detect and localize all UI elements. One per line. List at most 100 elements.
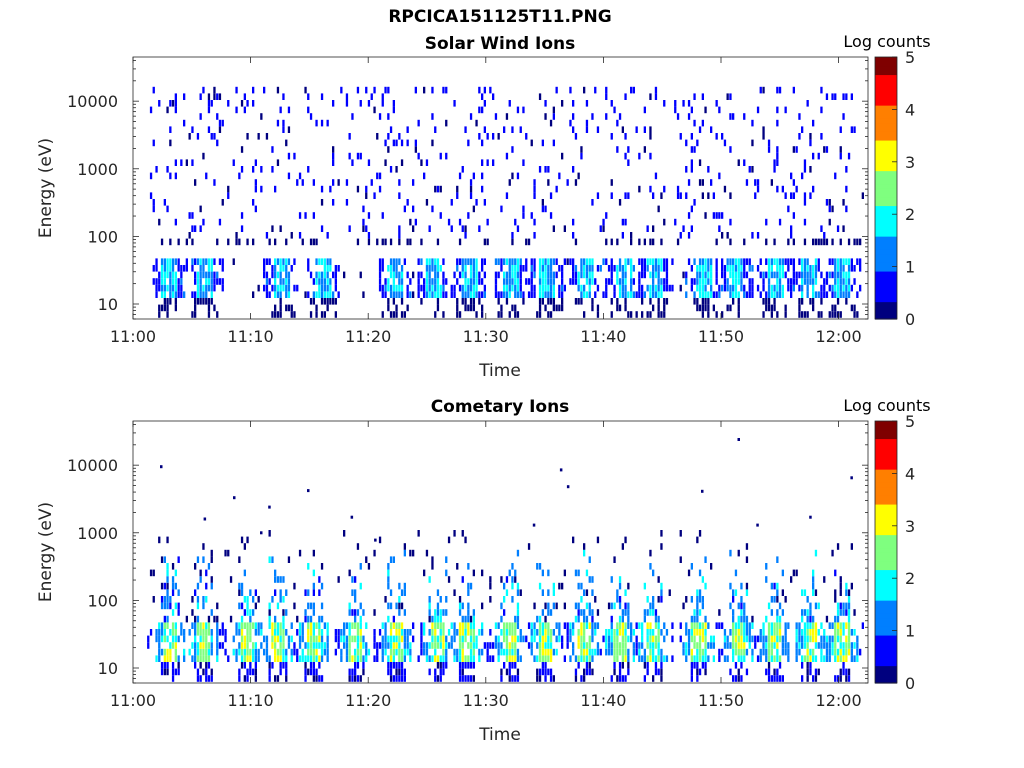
spectrogram-cell: [210, 100, 213, 107]
spectrogram-cell: [276, 311, 280, 318]
spectrogram-cell: [417, 271, 420, 279]
spectrogram-cell: [194, 179, 197, 186]
spectrogram-cell: [834, 291, 837, 298]
spectrogram-cell: [425, 648, 429, 656]
spectrogram-cell: [519, 635, 522, 643]
spectrogram-cell: [224, 549, 227, 557]
spectrogram-cell: [378, 172, 382, 180]
spectrogram-cell: [549, 119, 553, 127]
colorbar-segment: [875, 74, 897, 80]
spectrogram-cell: [227, 238, 230, 246]
spectrogram-cell: [767, 635, 771, 643]
spectrogram-cell: [469, 655, 473, 662]
spectrogram-cell: [381, 291, 384, 298]
spectrogram-cell: [762, 642, 765, 649]
spectrogram-cell: [428, 225, 431, 232]
spectrogram-cell: [823, 232, 826, 239]
spectrogram-cell: [285, 609, 288, 616]
spectrogram-cell: [431, 86, 434, 94]
spectrogram-cell: [356, 609, 360, 616]
spectrogram-cell: [373, 635, 376, 643]
spectrogram-cell: [516, 106, 520, 114]
spectrogram-cell: [481, 648, 484, 656]
spectrogram-cell: [243, 106, 246, 114]
spectrogram-cell: [657, 635, 660, 643]
spectrogram-cell: [500, 258, 503, 265]
spectrogram-cell: [279, 635, 282, 643]
spectrogram-cell: [776, 675, 779, 682]
spectrogram-cell: [734, 265, 738, 272]
spectrogram-cell: [585, 258, 589, 265]
spectrogram-cell: [759, 271, 762, 279]
spectrogram-cell: [348, 225, 351, 232]
spectrogram-cell: [246, 238, 249, 246]
spectrogram-cell: [696, 139, 699, 147]
colorbar-segment: [875, 521, 897, 527]
spectrogram-cell: [519, 629, 522, 636]
spectrogram-cell: [387, 146, 390, 153]
spectrogram-cell: [607, 265, 611, 272]
spectrogram-cell: [494, 258, 498, 265]
spectrogram-cell: [274, 615, 277, 623]
spectrogram-cell: [505, 642, 509, 649]
spectrogram-cell: [271, 146, 274, 153]
spectrogram-cell: [630, 238, 633, 246]
spectrogram-cell: [263, 271, 266, 279]
spectrogram-cell: [646, 635, 649, 643]
spectrogram-point: [374, 538, 377, 542]
spectrogram-cell: [467, 675, 470, 682]
colorbar-segment: [875, 161, 897, 167]
spectrogram-cell: [389, 238, 393, 246]
spectrogram-cell: [583, 629, 586, 636]
spectrogram-cell: [698, 291, 702, 298]
spectrogram-cell: [773, 304, 776, 312]
spectrogram-cell: [332, 199, 335, 206]
spectrogram-cell: [721, 258, 724, 265]
spectrogram-cell: [177, 668, 180, 676]
spectrogram-point: [701, 489, 704, 493]
spectrogram-cell: [191, 238, 194, 246]
spectrogram-cell: [660, 543, 663, 550]
spectrogram-cell: [194, 258, 197, 265]
spectrogram-cell: [334, 278, 337, 285]
spectrogram-cell: [698, 159, 702, 166]
spectrogram-cell: [464, 265, 467, 272]
spectrogram-cell: [378, 284, 382, 292]
spectrogram-cell: [773, 642, 776, 649]
spectrogram-cell: [743, 648, 746, 656]
spectrogram-cell: [577, 629, 580, 636]
spectrogram-cell: [583, 549, 586, 557]
spectrogram-cell: [734, 622, 738, 629]
spectrogram-cell: [293, 311, 296, 318]
spectrogram-cell: [812, 576, 815, 583]
spectrogram-cell: [354, 589, 357, 596]
spectrogram-cell: [527, 642, 531, 649]
colorbar-segment: [875, 227, 897, 233]
spectrogram-cell: [301, 622, 304, 629]
spectrogram-cell: [812, 271, 815, 279]
spectrogram-cell: [787, 265, 790, 272]
spectrogram-cell: [610, 265, 613, 272]
spectrogram-cell: [450, 291, 453, 298]
spectrogram-cell: [246, 596, 249, 603]
spectrogram-cell: [174, 284, 177, 292]
spectrogram-cell: [679, 556, 682, 563]
spectrogram-cell: [320, 278, 324, 285]
spectrogram-cell: [174, 291, 177, 298]
spectrogram-cell: [751, 265, 754, 272]
spectrogram-cell: [729, 258, 732, 265]
spectrogram-cell: [494, 622, 498, 629]
spectrogram-cell: [334, 635, 337, 643]
spectrogram-cell: [301, 238, 304, 246]
spectrogram-cell: [649, 635, 652, 643]
spectrogram-cell: [572, 642, 575, 649]
spectrogram-cell: [279, 298, 282, 305]
spectrogram-cell: [723, 139, 727, 147]
colorbar-segment: [875, 530, 897, 536]
spectrogram-cell: [842, 668, 845, 676]
spectrogram-cell: [723, 655, 727, 662]
spectrogram-cell: [282, 642, 285, 649]
spectrogram-cell: [552, 582, 555, 590]
spectrogram-cell: [618, 278, 622, 285]
spectrogram-cell: [469, 271, 473, 279]
